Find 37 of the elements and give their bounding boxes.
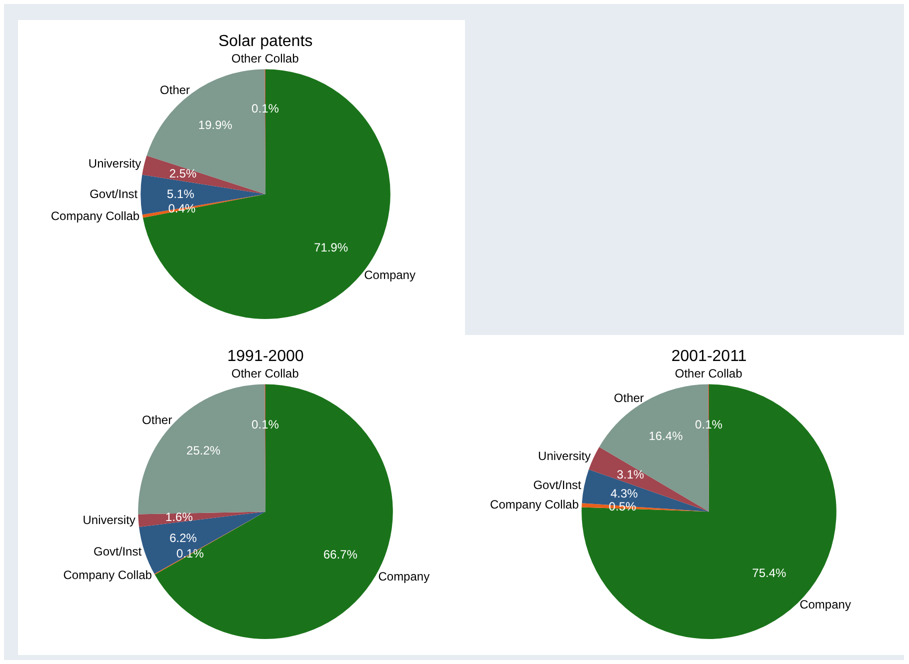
data-label: 2.5% xyxy=(169,166,197,181)
slice-label: Other xyxy=(160,83,190,98)
data-label: 71.9% xyxy=(314,240,348,254)
slice-label: Company Collab xyxy=(50,209,140,224)
data-label: 66.7% xyxy=(323,547,358,562)
slice-label: Company Collab xyxy=(63,568,152,582)
slice-label: Company xyxy=(378,569,430,584)
data-label: 0.1% xyxy=(695,417,723,432)
data-label: 3.1% xyxy=(616,467,644,482)
slice-label: Other Collab xyxy=(231,366,300,381)
slice-label: Other Collab xyxy=(674,366,743,381)
data-label: 4.3% xyxy=(610,486,638,501)
data-label: 0.1% xyxy=(252,101,280,116)
data-label: 1.6% xyxy=(165,510,194,524)
chart-title: 1991-2000 xyxy=(227,348,304,366)
slice-label: University xyxy=(82,513,136,528)
slice-label: Govt/Inst xyxy=(533,478,582,492)
data-label: 16.4% xyxy=(648,428,684,443)
data-label: 19.9% xyxy=(198,118,233,132)
slice-label: Govt/Inst xyxy=(94,544,142,558)
slice-label: Company xyxy=(800,598,851,612)
data-label: 25.2% xyxy=(186,443,221,458)
chart-title: 2001-2011 xyxy=(671,348,747,366)
slice-label: Other xyxy=(142,412,172,427)
slice-label: Company xyxy=(364,268,416,282)
data-label: 75.4% xyxy=(752,566,787,580)
data-label: 0.5% xyxy=(608,500,636,514)
chart-title: Solar patents xyxy=(218,33,313,50)
data-label: 5.1% xyxy=(166,186,195,201)
slice-label: University xyxy=(88,156,142,171)
slice-label: Other Collab xyxy=(231,52,300,66)
slice-label: Company Collab xyxy=(490,497,580,512)
slice-label: Other xyxy=(614,390,644,405)
data-label: 0.1% xyxy=(252,417,280,432)
slice-label: University xyxy=(538,449,591,464)
data-label: 6.2% xyxy=(169,530,198,545)
slice-label: Govt/Inst xyxy=(90,187,138,202)
